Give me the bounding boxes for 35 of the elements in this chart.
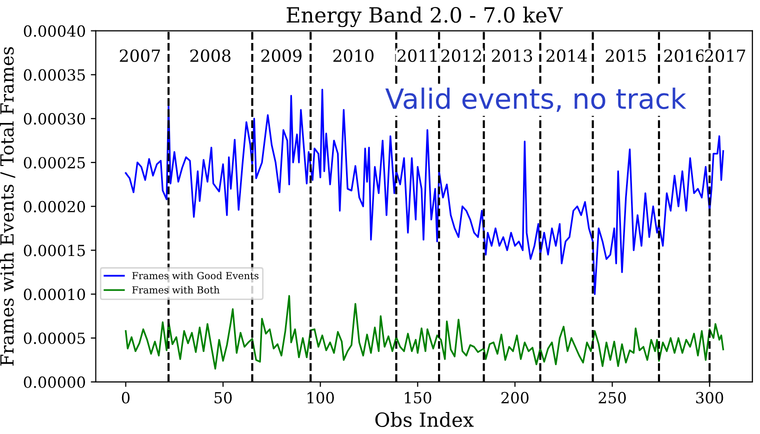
annotation: 2008 xyxy=(190,49,230,62)
legend-label: Frames with Both xyxy=(132,286,220,294)
x-tick-label: 300 xyxy=(696,392,724,404)
y-axis-title: Frames with Events / Total Frames xyxy=(0,47,16,366)
y-tick-label: 0.00000 xyxy=(24,376,86,388)
x-tick-label: 250 xyxy=(598,392,626,404)
x-axis-title: Obs Index xyxy=(375,412,474,428)
y-tick-label: 0.00020 xyxy=(24,200,86,212)
annotation: 2007 xyxy=(120,49,160,62)
x-tick-label: 150 xyxy=(404,392,432,404)
y-tick-label: 0.00015 xyxy=(24,244,85,256)
y-tick-label: 0.00035 xyxy=(24,69,85,81)
x-tick-label: 200 xyxy=(501,392,529,404)
y-tick-label: 0.00025 xyxy=(24,156,85,168)
x-tick-label: 100 xyxy=(308,392,334,404)
annotation: 2011 xyxy=(398,49,436,62)
legend-label: Frames with Good Events xyxy=(132,272,258,280)
x-tick-label: 50 xyxy=(214,392,232,404)
y-tick-label: 0.00010 xyxy=(24,288,86,300)
x-tick-label: 0 xyxy=(122,392,130,404)
annotation: 2012 xyxy=(441,49,482,62)
annotation: 2015 xyxy=(606,49,646,62)
annotation: 2014 xyxy=(546,49,587,62)
line-series xyxy=(124,295,724,370)
annotation: 2017 xyxy=(705,49,746,62)
y-tick-label: 0.00005 xyxy=(24,332,85,344)
annotation: 2016 xyxy=(664,49,704,62)
y-tick-label: 0.00030 xyxy=(24,113,86,125)
annotation: Valid events, no track xyxy=(385,88,686,112)
line-series xyxy=(124,88,724,295)
y-tick-label: 0.00040 xyxy=(24,25,86,37)
annotation: 2009 xyxy=(261,49,302,62)
chart-title: Energy Band 2.0 - 7.0 keV xyxy=(286,6,563,28)
annotation: 2010 xyxy=(333,49,374,62)
annotation: 2013 xyxy=(492,49,532,62)
